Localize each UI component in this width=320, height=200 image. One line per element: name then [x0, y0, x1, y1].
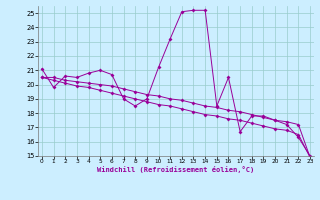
- X-axis label: Windchill (Refroidissement éolien,°C): Windchill (Refroidissement éolien,°C): [97, 166, 255, 173]
